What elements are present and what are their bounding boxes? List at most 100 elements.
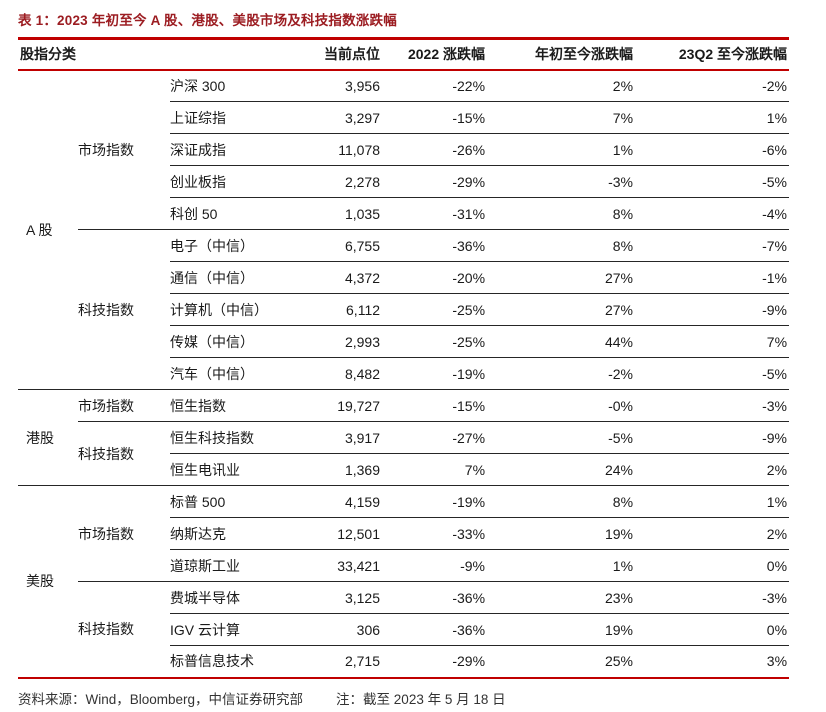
table-row: IGV 云计算 306 -36% 19% 0% — [18, 613, 790, 646]
chg-ytd-cell: 23% — [487, 581, 636, 614]
current-level-cell: 3,125 — [302, 581, 383, 614]
group-label-market: 市场指数 — [78, 389, 170, 422]
chg-2022-cell: -36% — [382, 581, 488, 614]
chg-23q2-cell: -3% — [635, 581, 790, 614]
current-level-cell: 3,917 — [302, 421, 383, 454]
current-level-cell: 19,727 — [302, 389, 383, 422]
chg-23q2-cell: 0% — [635, 549, 790, 582]
chg-ytd-cell: -0% — [487, 389, 636, 422]
index-name-cell: 恒生电讯业 — [170, 453, 303, 486]
chg-2022-cell: -19% — [382, 357, 488, 390]
chg-2022-cell: 7% — [382, 453, 488, 486]
table-row: 传媒（中信） 2,993 -25% 44% 7% — [18, 325, 790, 358]
chg-ytd-cell: -5% — [487, 421, 636, 454]
index-name-cell: 纳斯达克 — [170, 517, 303, 550]
chg-ytd-cell: 24% — [487, 453, 636, 486]
date-note: 注：截至 2023 年 5 月 18 日 — [336, 691, 506, 707]
chg-ytd-cell: 19% — [487, 613, 636, 646]
table-title: 表 1：2023 年初至今 A 股、港股、美股市场及科技指数涨跌幅 — [18, 13, 397, 28]
chg-ytd-cell: 8% — [487, 197, 636, 230]
current-level-cell: 12,501 — [302, 517, 383, 550]
table-row: 恒生电讯业 1,369 7% 24% 2% — [18, 453, 790, 486]
chg-2022-cell: -26% — [382, 133, 488, 166]
index-name-cell: IGV 云计算 — [170, 613, 303, 646]
index-name-cell: 标普信息技术 — [170, 645, 303, 678]
index-performance-table: 股指分类 当前点位 2022 涨跌幅 年初至今涨跌幅 23Q2 至今涨跌幅 A … — [18, 37, 790, 679]
index-name-cell: 通信（中信） — [170, 261, 303, 294]
chg-23q2-cell: -3% — [635, 389, 790, 422]
chg-2022-cell: -27% — [382, 421, 488, 454]
table-body: A 股 市场指数 沪深 300 3,956 -22% 2% -2% 上证综指 3… — [18, 69, 790, 678]
chg-2022-cell: -25% — [382, 293, 488, 326]
chg-23q2-cell: -2% — [635, 69, 790, 102]
group-label-tech: 科技指数 — [78, 229, 170, 390]
chg-2022-cell: -31% — [382, 197, 488, 230]
table-row: 计算机（中信） 6,112 -25% 27% -9% — [18, 293, 790, 326]
header-2022-change: 2022 涨跌幅 — [382, 38, 488, 71]
group-label-market: 市场指数 — [78, 69, 170, 230]
chg-23q2-cell: -7% — [635, 229, 790, 262]
current-level-cell: 4,372 — [302, 261, 383, 294]
source-note: 资料来源：Wind，Bloomberg，中信证券研究部 — [18, 691, 304, 707]
chg-23q2-cell: 2% — [635, 453, 790, 486]
current-level-cell: 6,755 — [302, 229, 383, 262]
group-label-tech: 科技指数 — [78, 581, 170, 678]
table-row: 通信（中信） 4,372 -20% 27% -1% — [18, 261, 790, 294]
header-current-level: 当前点位 — [302, 38, 383, 71]
chg-23q2-cell: -9% — [635, 293, 790, 326]
section-label-ashare: A 股 — [18, 69, 78, 390]
current-level-cell: 6,112 — [302, 293, 383, 326]
chg-23q2-cell: -5% — [635, 165, 790, 198]
table-footnote: 资料来源：Wind，Bloomberg，中信证券研究部 注：截至 2023 年 5… — [18, 679, 789, 708]
chg-ytd-cell: 1% — [487, 133, 636, 166]
chg-2022-cell: -22% — [382, 69, 488, 102]
table-row: 道琼斯工业 33,421 -9% 1% 0% — [18, 549, 790, 582]
table-row: 纳斯达克 12,501 -33% 19% 2% — [18, 517, 790, 550]
table-row: 科技指数 费城半导体 3,125 -36% 23% -3% — [18, 581, 790, 678]
header-row: 股指分类 当前点位 2022 涨跌幅 年初至今涨跌幅 23Q2 至今涨跌幅 — [18, 38, 790, 71]
chg-ytd-cell: 7% — [487, 101, 636, 134]
chg-23q2-cell: -5% — [635, 357, 790, 390]
chg-ytd-cell: 8% — [487, 485, 636, 518]
chg-23q2-cell: -6% — [635, 133, 790, 166]
chg-ytd-cell: 2% — [487, 69, 636, 102]
chg-23q2-cell: 7% — [635, 325, 790, 358]
current-level-cell: 2,993 — [302, 325, 383, 358]
chg-ytd-cell: 25% — [487, 645, 636, 678]
chg-ytd-cell: 1% — [487, 549, 636, 582]
current-level-cell: 8,482 — [302, 357, 383, 390]
index-name-cell: 传媒（中信） — [170, 325, 303, 358]
current-level-cell: 306 — [302, 613, 383, 646]
table-row: 科技指数 恒生科技指数 3,917 -27% -5% -9% — [18, 421, 790, 486]
chg-ytd-cell: -3% — [487, 165, 636, 198]
group-label-tech: 科技指数 — [78, 421, 170, 486]
chg-23q2-cell: 0% — [635, 613, 790, 646]
chg-2022-cell: -20% — [382, 261, 488, 294]
section-label-hk: 港股 — [18, 389, 78, 486]
index-name-cell: 深证成指 — [170, 133, 303, 166]
current-level-cell: 1,369 — [302, 453, 383, 486]
table-row: 汽车（中信） 8,482 -19% -2% -5% — [18, 357, 790, 390]
header-23q2-change: 23Q2 至今涨跌幅 — [635, 38, 790, 71]
index-name-cell: 电子（中信） — [170, 229, 303, 262]
index-name-cell: 计算机（中信） — [170, 293, 303, 326]
table-row: 创业板指 2,278 -29% -3% -5% — [18, 165, 790, 198]
chg-2022-cell: -29% — [382, 645, 488, 678]
table-row: A 股 市场指数 沪深 300 3,956 -22% 2% -2% — [18, 69, 790, 390]
index-name-cell: 恒生科技指数 — [170, 421, 303, 454]
current-level-cell: 4,159 — [302, 485, 383, 518]
index-name-cell: 科创 50 — [170, 197, 303, 230]
index-name-cell: 沪深 300 — [170, 69, 303, 102]
index-name-cell: 上证综指 — [170, 101, 303, 134]
chg-ytd-cell: 27% — [487, 293, 636, 326]
chg-2022-cell: -15% — [382, 101, 488, 134]
header-ytd-change: 年初至今涨跌幅 — [487, 38, 636, 71]
current-level-cell: 2,278 — [302, 165, 383, 198]
chg-2022-cell: -9% — [382, 549, 488, 582]
index-name-cell: 创业板指 — [170, 165, 303, 198]
table-row: 标普信息技术 2,715 -29% 25% 3% — [18, 645, 790, 678]
group-label-market: 市场指数 — [78, 485, 170, 582]
chg-23q2-cell: -1% — [635, 261, 790, 294]
chg-ytd-cell: 27% — [487, 261, 636, 294]
